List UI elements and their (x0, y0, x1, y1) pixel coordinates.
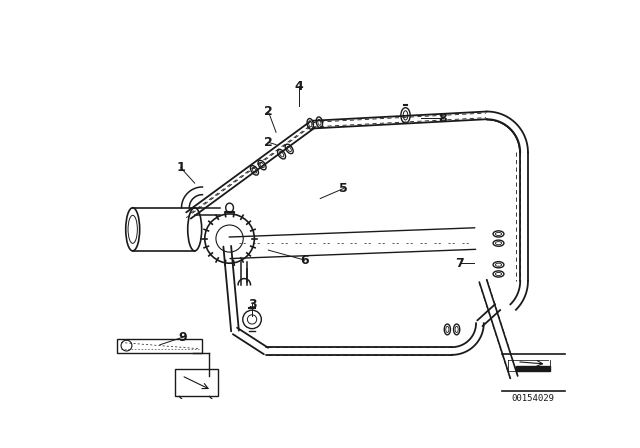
Text: 1: 1 (177, 161, 185, 174)
Text: 2: 2 (264, 105, 273, 118)
Text: 4: 4 (294, 80, 303, 93)
Polygon shape (516, 366, 550, 371)
Text: 00154029: 00154029 (512, 394, 555, 403)
Text: 5: 5 (339, 182, 348, 195)
Text: 2: 2 (264, 136, 273, 149)
Text: 6: 6 (300, 254, 309, 267)
Text: 3: 3 (248, 297, 257, 310)
Text: 7: 7 (456, 257, 464, 270)
Text: 9: 9 (179, 331, 188, 344)
Text: 8: 8 (438, 112, 447, 125)
